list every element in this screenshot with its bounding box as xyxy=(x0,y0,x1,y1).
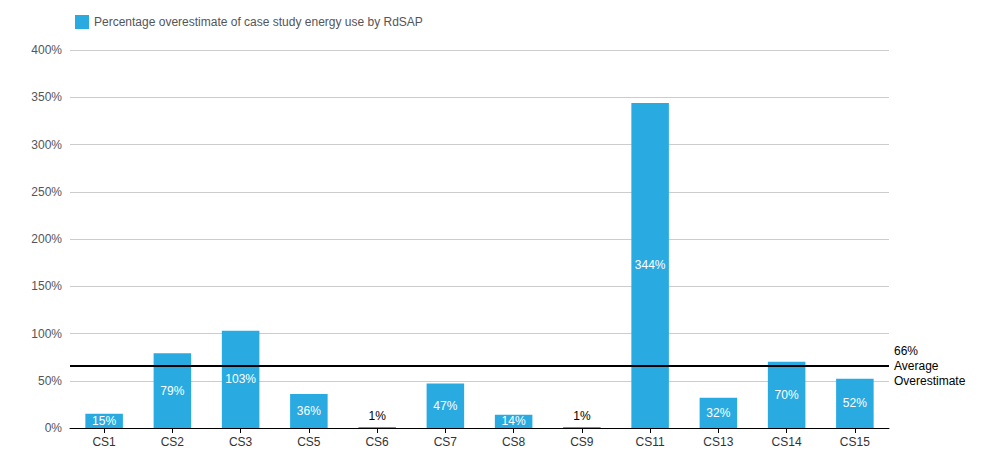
svg-text:1%: 1% xyxy=(368,409,386,423)
svg-text:CS13: CS13 xyxy=(703,435,733,449)
svg-text:47%: 47% xyxy=(433,399,457,413)
svg-text:15%: 15% xyxy=(92,414,116,428)
svg-text:CS7: CS7 xyxy=(434,435,458,449)
svg-text:CS9: CS9 xyxy=(570,435,594,449)
svg-text:CS2: CS2 xyxy=(161,435,185,449)
svg-text:CS15: CS15 xyxy=(840,435,870,449)
svg-text:103%: 103% xyxy=(225,372,256,386)
svg-text:70%: 70% xyxy=(775,388,799,402)
svg-text:344%: 344% xyxy=(635,258,666,272)
svg-text:14%: 14% xyxy=(502,414,526,428)
svg-text:0%: 0% xyxy=(45,421,63,435)
svg-text:CS3: CS3 xyxy=(229,435,253,449)
svg-text:300%: 300% xyxy=(31,138,62,152)
svg-text:Overestimate: Overestimate xyxy=(894,374,966,388)
svg-text:CS1: CS1 xyxy=(92,435,116,449)
svg-text:100%: 100% xyxy=(31,327,62,341)
svg-text:52%: 52% xyxy=(843,396,867,410)
svg-text:Average: Average xyxy=(894,359,939,373)
svg-text:400%: 400% xyxy=(31,43,62,57)
svg-text:CS14: CS14 xyxy=(772,435,802,449)
svg-text:200%: 200% xyxy=(31,232,62,246)
svg-text:66%: 66% xyxy=(894,344,918,358)
svg-text:36%: 36% xyxy=(297,404,321,418)
svg-text:1%: 1% xyxy=(573,409,591,423)
svg-text:CS11: CS11 xyxy=(636,435,665,449)
svg-text:Percentage overestimate of cas: Percentage overestimate of case study en… xyxy=(94,15,423,29)
svg-text:350%: 350% xyxy=(31,90,62,104)
svg-text:CS8: CS8 xyxy=(502,435,526,449)
svg-text:32%: 32% xyxy=(706,406,730,420)
svg-text:50%: 50% xyxy=(38,374,62,388)
svg-text:150%: 150% xyxy=(31,279,62,293)
svg-text:CS6: CS6 xyxy=(365,435,389,449)
svg-text:79%: 79% xyxy=(160,384,184,398)
svg-text:250%: 250% xyxy=(31,185,62,199)
svg-text:CS5: CS5 xyxy=(297,435,321,449)
